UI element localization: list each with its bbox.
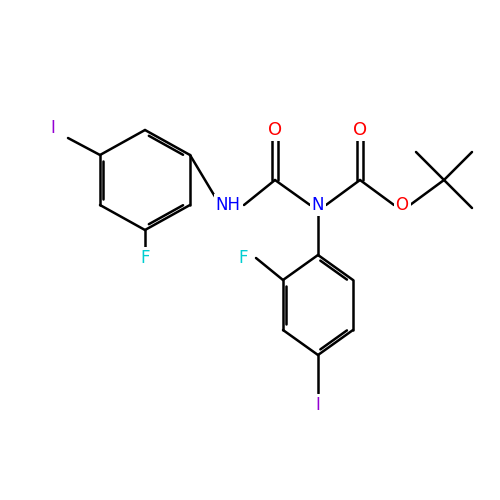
Text: F: F [140,249,150,267]
Text: I: I [316,396,320,414]
Text: O: O [268,121,282,139]
Text: NH: NH [216,196,240,214]
Text: N: N [312,196,324,214]
Text: I: I [50,119,56,137]
Text: O: O [396,196,408,214]
Text: F: F [238,249,248,267]
Text: O: O [353,121,367,139]
